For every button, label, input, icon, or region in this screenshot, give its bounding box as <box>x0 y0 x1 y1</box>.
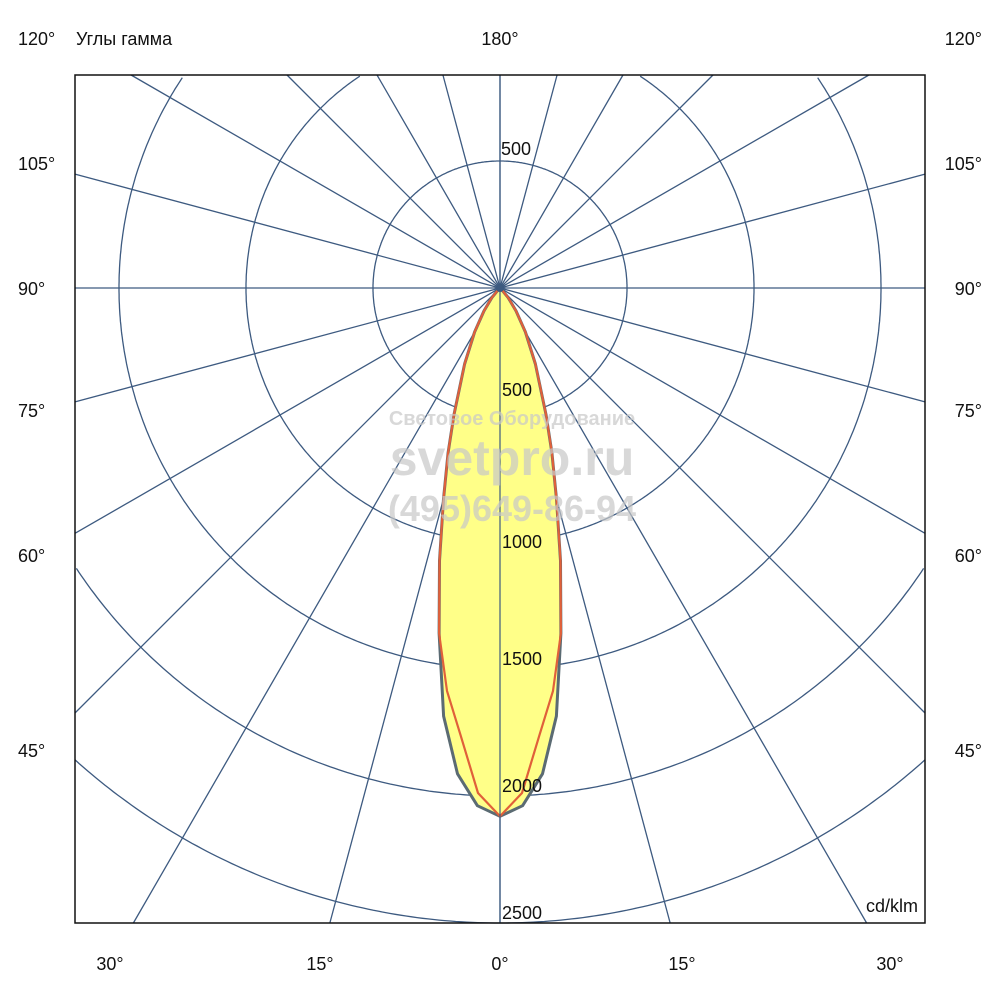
angle-label-left: 105° <box>18 154 55 174</box>
grid-radial-30 <box>376 74 868 924</box>
grid-radial-150 <box>132 74 624 924</box>
angle-label-right: 120° <box>945 29 982 49</box>
grid-radial-45 <box>286 74 926 714</box>
axis-labels: Углы гамма 180° cd/klm 500 500 1000 1500 20… <box>18 29 982 974</box>
upper-radial-label: 500 <box>501 139 531 159</box>
bottom-angle-label: 0° <box>491 954 508 974</box>
bottom-angle-label: 15° <box>306 954 333 974</box>
angle-label-right: 90° <box>955 279 982 299</box>
chart-frame <box>74 74 926 924</box>
radial-label-1500: 1500 <box>502 649 542 669</box>
bottom-angle-label: 30° <box>96 954 123 974</box>
angle-label-right: 75° <box>955 401 982 421</box>
angle-label-right: 45° <box>955 741 982 761</box>
grid-radial-60 <box>130 74 926 534</box>
angle-label-left: 60° <box>18 546 45 566</box>
center-point <box>496 284 504 292</box>
angle-label-left: 75° <box>18 401 45 421</box>
angle-label-right: 105° <box>945 154 982 174</box>
grid-circle-1500 <box>118 77 882 670</box>
top-angle-label: 180° <box>481 29 518 49</box>
grid-radial-135 <box>74 74 714 714</box>
angle-label-left: 120° <box>18 29 55 49</box>
grid-radial-120 <box>74 74 870 534</box>
angle-label-left: 45° <box>18 741 45 761</box>
chart-title: Углы гамма <box>76 29 173 49</box>
radial-label-2500: 2500 <box>502 903 542 923</box>
watermark-line3: (495)649-86-94 <box>388 488 636 529</box>
angle-label-right: 60° <box>955 546 982 566</box>
angle-label-left: 90° <box>18 279 45 299</box>
watermark: Световое Оборудование svetpro.ru (495)64… <box>388 408 636 529</box>
radial-label-1000: 1000 <box>502 532 542 552</box>
watermark-line2: svetpro.ru <box>390 430 635 486</box>
intensity-curves <box>437 75 563 923</box>
bottom-angle-label: 30° <box>876 954 903 974</box>
unit-label: cd/klm <box>866 896 918 916</box>
grid-circle-1000 <box>245 75 755 543</box>
watermark-line1: Световое Оборудование <box>389 408 635 430</box>
radial-label-500: 500 <box>502 380 532 400</box>
radial-label-2000: 2000 <box>502 776 542 796</box>
bottom-angle-label: 15° <box>668 954 695 974</box>
